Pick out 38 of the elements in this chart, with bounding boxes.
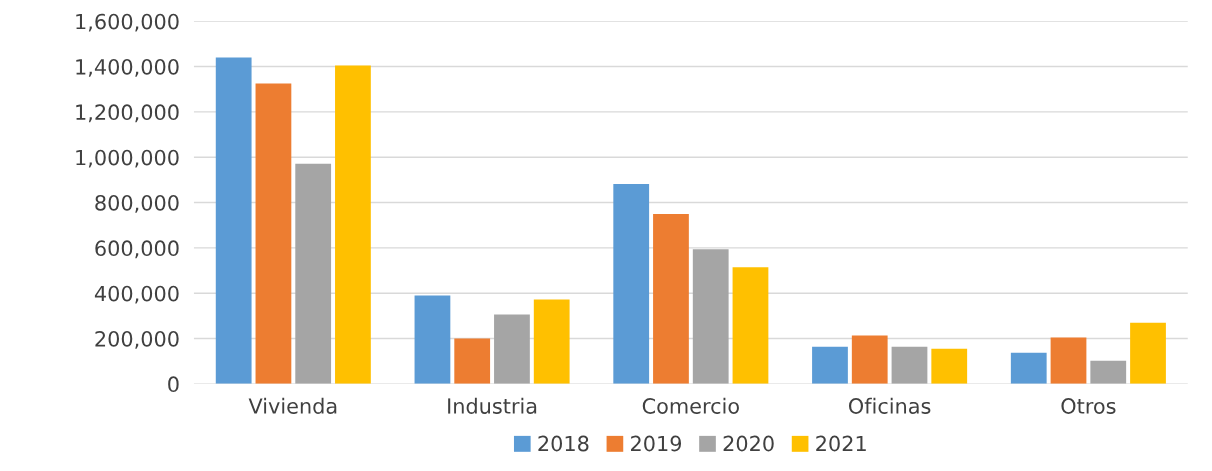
x-tick-label: Vivienda <box>248 397 337 414</box>
legend-label: 2021 <box>816 435 866 452</box>
bar <box>494 314 530 384</box>
bar <box>851 335 888 384</box>
y-tick-label: 0 <box>168 376 179 393</box>
bar <box>335 65 371 384</box>
y-tick-label: 1,400,000 <box>76 58 179 77</box>
bar <box>533 299 570 384</box>
y-tick-label: 200,000 <box>95 330 179 349</box>
bar <box>891 346 928 384</box>
y-tick-label: 400,000 <box>94 285 179 304</box>
bar <box>613 183 650 384</box>
bar <box>732 267 769 384</box>
x-tick-label: Oficinas <box>848 397 931 414</box>
bar <box>255 83 292 384</box>
y-tick-label: 600,000 <box>95 240 179 259</box>
x-tick-label: Industria <box>448 397 537 414</box>
bar <box>414 295 451 384</box>
y-tick-label: 1,200,000 <box>76 104 179 123</box>
bar <box>295 163 332 384</box>
legend-label: 2018 <box>538 435 589 452</box>
y-tick-label: 800,000 <box>95 194 179 213</box>
x-tick-label: Comercio <box>642 397 739 414</box>
bar <box>812 346 848 384</box>
y-tick-label: 1,600,000 <box>76 13 179 32</box>
legend-label: 2019 <box>631 435 682 452</box>
bar <box>215 57 252 384</box>
bar <box>653 214 689 384</box>
legend-label: 2020 <box>723 435 774 452</box>
bar <box>931 348 968 384</box>
bar <box>692 249 729 384</box>
y-tick-label: 1,000,000 <box>76 149 179 168</box>
bar <box>1010 352 1047 384</box>
bar <box>454 338 491 384</box>
bar <box>1130 322 1166 384</box>
x-tick-label: Otros <box>1061 398 1116 414</box>
bar <box>1050 337 1087 384</box>
bar <box>1090 360 1127 384</box>
